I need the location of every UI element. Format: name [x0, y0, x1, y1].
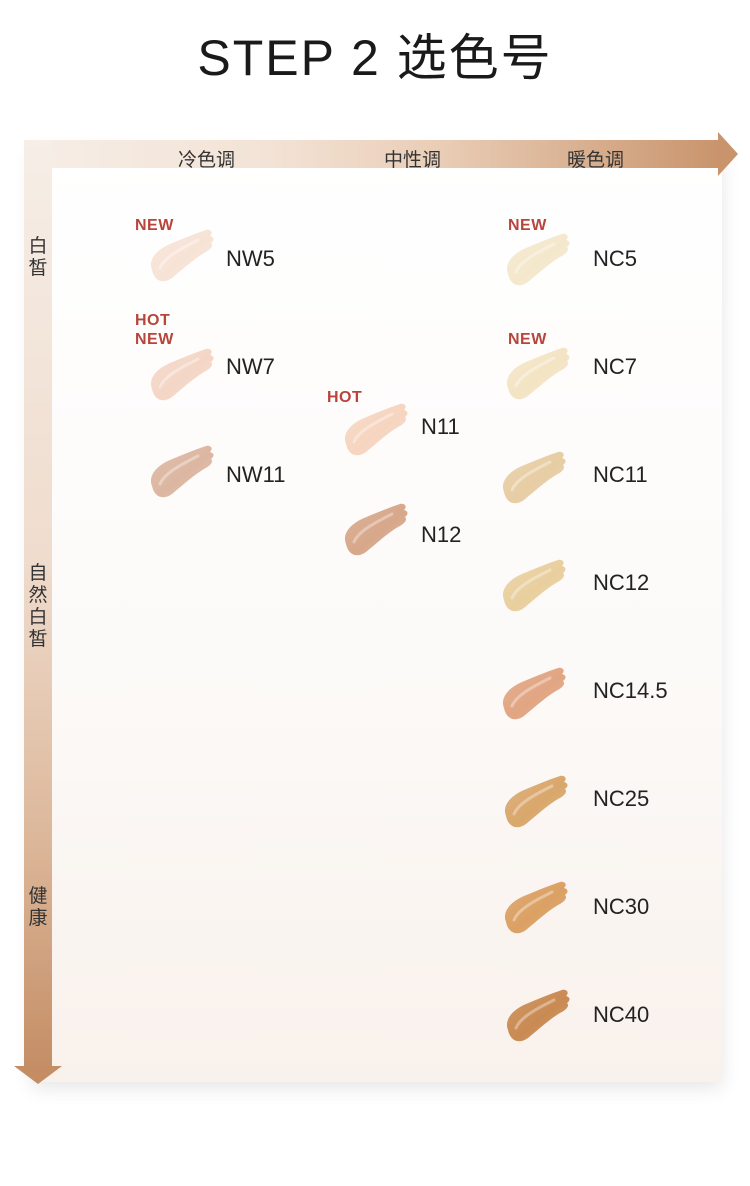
column-neutral-label: 中性调: [384, 150, 442, 171]
page-title: STEP 2 选色号: [197, 30, 553, 86]
shade-label-nw7: NW7: [226, 354, 275, 379]
swatch-nc11[interactable]: [496, 448, 572, 508]
undertone-axis-arrow: [718, 132, 738, 176]
row-healthy-label: 健康: [28, 886, 48, 929]
foundation-smear-nc5: [506, 233, 570, 286]
row-fair-label: 白皙: [28, 236, 48, 279]
swatch-nc7[interactable]: [500, 344, 576, 404]
swatch-nc30[interactable]: [498, 878, 574, 938]
hot-badge: HOT: [327, 389, 363, 406]
foundation-smear-nc7: [506, 347, 570, 400]
foundation-smear-nw11: [150, 445, 214, 498]
smear-highlight-n12: [352, 512, 394, 544]
foundation-smear-nw5: [150, 229, 214, 282]
swatch-n11[interactable]: [338, 400, 414, 460]
shade-label-n11: N11: [421, 414, 460, 439]
swatch-nc40[interactable]: [500, 986, 576, 1046]
smear-highlight-nc11: [510, 460, 552, 492]
smear-highlight-nc145: [510, 676, 552, 708]
shade-label-n12: N12: [421, 522, 462, 547]
shade-label-nc12: NC12: [593, 570, 650, 595]
foundation-smear-nc25: [504, 775, 568, 828]
new-badge: NEW: [508, 331, 547, 348]
foundation-smear-nc40: [506, 989, 570, 1042]
shade-label-nc40: NC40: [593, 1002, 650, 1027]
swatch-n12[interactable]: [338, 500, 414, 560]
shade-chart-panel: [32, 148, 722, 1082]
smear-highlight-nw5: [158, 238, 200, 270]
smear-highlight-nc40: [514, 998, 556, 1030]
new-badge: NEW: [135, 331, 174, 348]
smear-highlight-nw11: [158, 454, 200, 486]
shade-label-nc7: NC7: [593, 354, 638, 379]
smear-highlight-nc25: [512, 784, 554, 816]
foundation-smear-nc145: [502, 667, 566, 720]
foundation-smear-n11: [344, 403, 408, 456]
swatch-nc12[interactable]: [496, 556, 572, 616]
shade-label-nc30: NC30: [593, 894, 650, 919]
new-badge: NEW: [135, 217, 174, 234]
column-cool-label: 冷色调: [178, 150, 236, 171]
depth-axis-arrow: [14, 1066, 62, 1084]
foundation-smear-n12: [344, 503, 408, 556]
foundation-smear-nc30: [504, 881, 568, 934]
foundation-smear-nc12: [502, 559, 566, 612]
shade-label-nc11: NC11: [593, 462, 648, 487]
undertone-axis-bar: [24, 140, 720, 168]
depth-axis-bar: [24, 140, 52, 1072]
smear-highlight-nc5: [514, 242, 556, 274]
shade-label-nc5: NC5: [593, 246, 638, 271]
swatch-nw7[interactable]: [144, 345, 220, 405]
smear-highlight-n11: [352, 412, 394, 444]
smear-highlight-nc30: [512, 890, 554, 922]
foundation-smear-nc11: [502, 451, 566, 504]
shade-label-nc25: NC25: [593, 786, 650, 811]
foundation-smear-nw7: [150, 348, 214, 401]
swatch-nc145[interactable]: [496, 664, 572, 724]
smear-highlight-nw7: [158, 357, 200, 389]
smear-highlight-nc12: [510, 568, 552, 600]
column-warm-label: 暖色调: [567, 150, 625, 171]
swatch-nc25[interactable]: [498, 772, 574, 832]
swatch-nw5[interactable]: [144, 226, 220, 286]
swatch-nc5[interactable]: [500, 230, 576, 290]
shade-label-nw11: NW11: [226, 462, 286, 487]
swatch-nw11[interactable]: [144, 442, 220, 502]
hot-badge: HOT: [135, 312, 171, 329]
shade-label-nw5: NW5: [226, 246, 275, 271]
new-badge: NEW: [508, 217, 547, 234]
smear-highlight-nc7: [514, 356, 556, 388]
row-natural-label: 自然白皙: [28, 563, 48, 650]
shade-label-nc145: NC14.5: [593, 678, 668, 703]
